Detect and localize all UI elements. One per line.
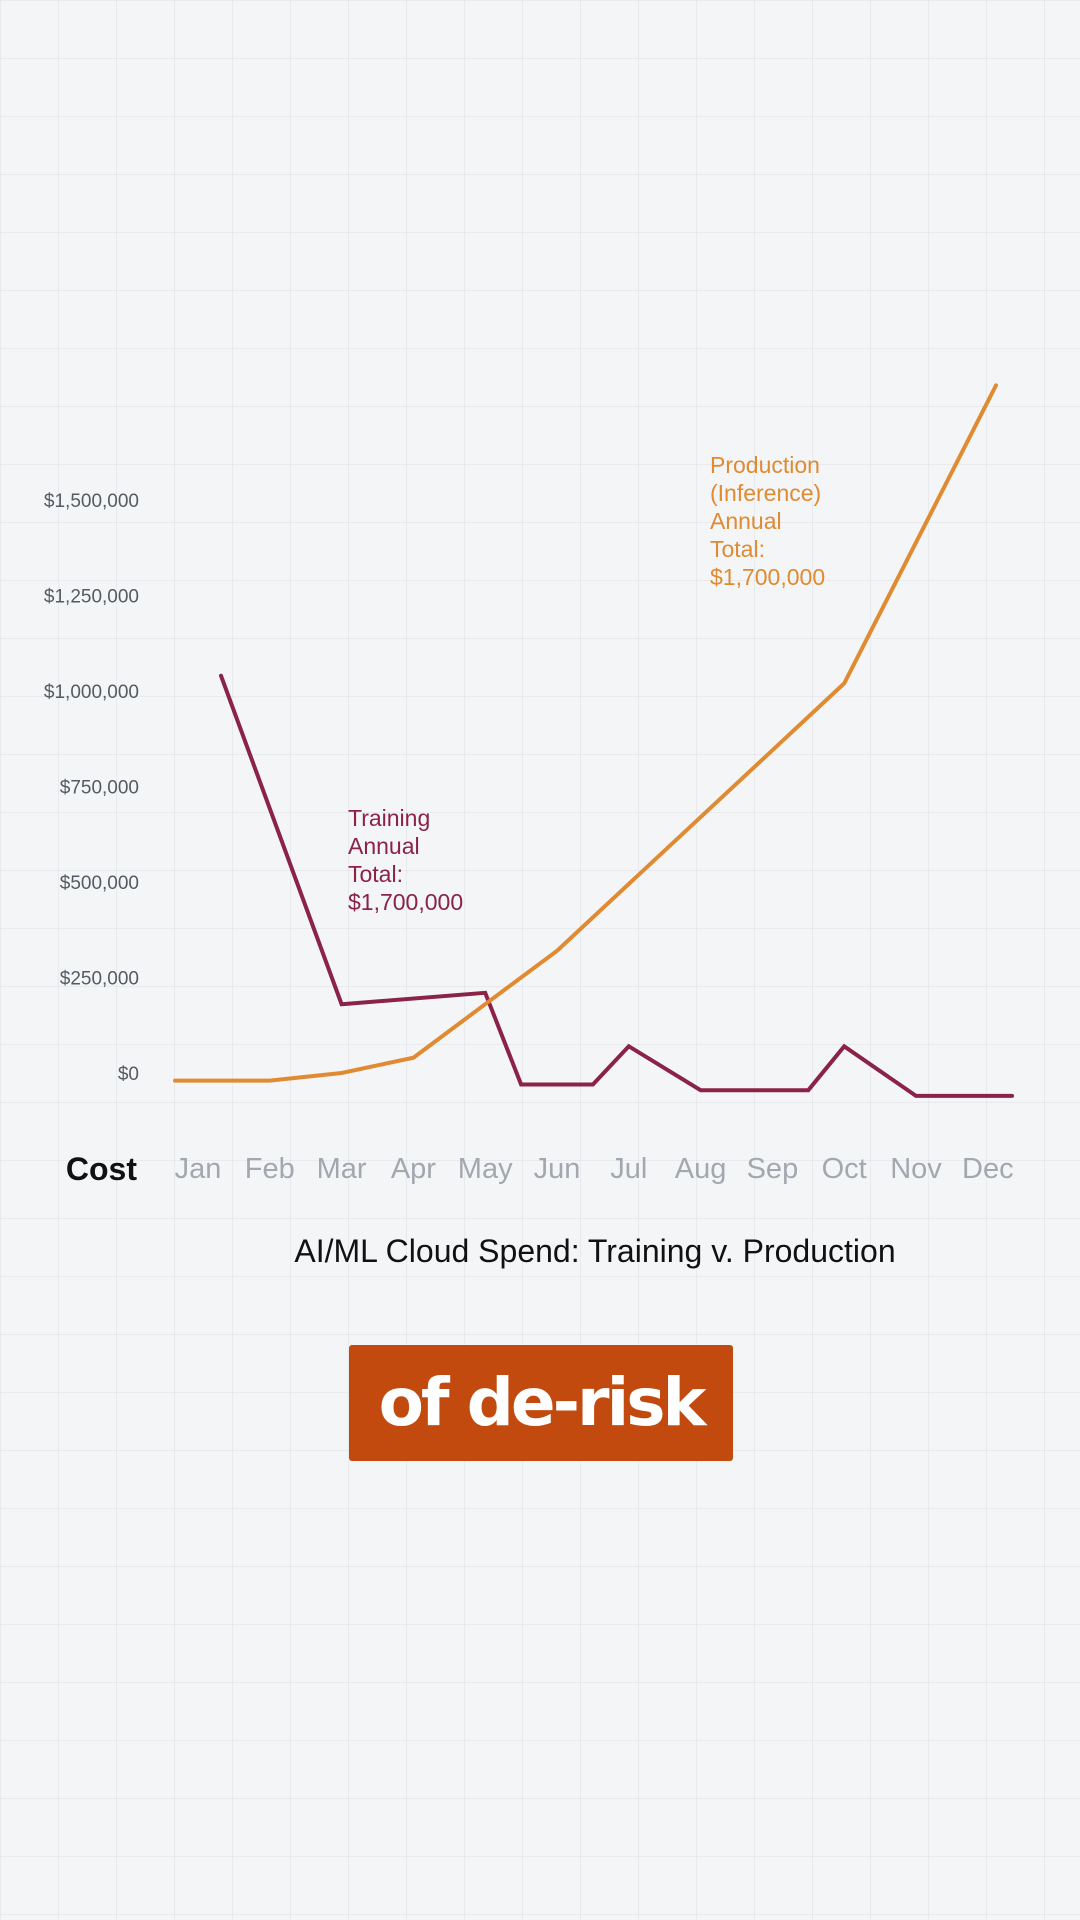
x-tick-label: Jul <box>610 1153 647 1185</box>
x-tick-label: Oct <box>822 1153 867 1185</box>
x-tick-label: Dec <box>962 1153 1014 1185</box>
y-tick-label: $500,000 <box>60 873 139 894</box>
caption-banner: of de-risk <box>349 1345 733 1461</box>
annotation-line: Total: <box>710 536 765 562</box>
annotation-line: $1,700,000 <box>710 564 825 590</box>
annotation-line: Annual <box>710 508 782 534</box>
annotation-line: Production <box>710 452 820 478</box>
series-annotations: Training Annual Total: $1,700,000Production… <box>348 452 825 915</box>
annotation-line: (Inference) <box>710 480 821 506</box>
x-tick-label: Mar <box>317 1153 367 1185</box>
x-tick-label: Apr <box>391 1153 436 1185</box>
y-tick-label: $250,000 <box>60 969 139 990</box>
series-lines <box>173 383 1014 1098</box>
x-tick-label: May <box>458 1153 513 1185</box>
x-tick-label: Nov <box>890 1153 942 1185</box>
y-tick-label: $750,000 <box>60 778 139 799</box>
annotation-line: Annual <box>348 833 420 859</box>
x-tick-label: Jun <box>534 1153 581 1185</box>
annotation-line: $1,700,000 <box>348 889 463 915</box>
x-tick-label: Aug <box>675 1153 727 1185</box>
series-line-production <box>173 383 998 1083</box>
y-axis-title: Cost <box>66 1151 137 1187</box>
annotation-production: Production (Inference) Annual Total: $1,700,… <box>710 452 825 590</box>
y-tick-label: $0 <box>118 1064 139 1085</box>
x-tick-label: Feb <box>245 1153 295 1185</box>
y-tick-label: $1,000,000 <box>44 682 139 703</box>
annotation-line: Total: <box>348 861 403 887</box>
cloud-spend-line-chart: $0 $250,000 $500,000 $750,000 $1,000,000 $1,2… <box>44 383 1014 1269</box>
x-tick-label: Sep <box>747 1153 799 1185</box>
annotation-training: Training Annual Total: $1,700,000 <box>348 805 463 915</box>
y-tick-label: $1,250,000 <box>44 587 139 608</box>
y-axis-ticks: $0 $250,000 $500,000 $750,000 $1,000,000 $1,2… <box>44 491 139 1085</box>
y-tick-label: $1,500,000 <box>44 491 139 512</box>
chart-title: AI/ML Cloud Spend: Training v. Productio… <box>294 1233 895 1269</box>
annotation-line: Training <box>348 805 430 831</box>
series-line-training <box>219 673 1014 1098</box>
x-axis-ticks: Jan Feb Mar Apr May Jun Jul Aug Sep Oct Nov Dec <box>175 1153 1014 1185</box>
x-tick-label: Jan <box>175 1153 222 1185</box>
